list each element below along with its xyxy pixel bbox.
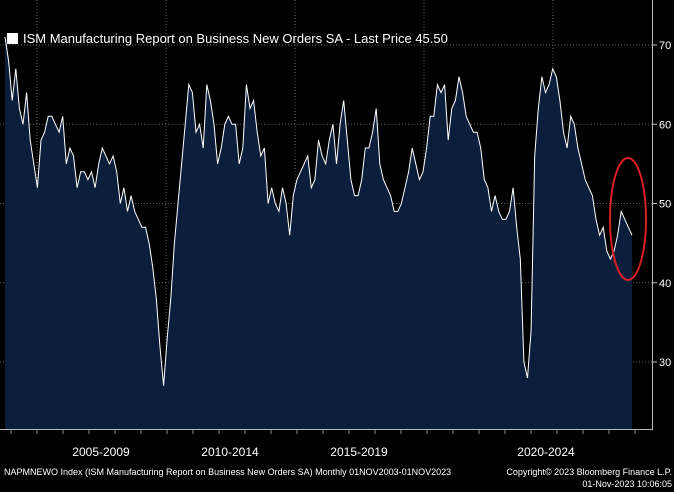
y-tick-label: 50 bbox=[659, 199, 671, 211]
x-tick-label: 2005-2009 bbox=[72, 445, 130, 459]
legend-label: ISM Manufacturing Report on Business New… bbox=[23, 31, 448, 46]
legend-swatch bbox=[7, 33, 18, 44]
y-tick-label: 30 bbox=[659, 357, 671, 369]
footer-copyright: Copyright© 2023 Bloomberg Finance L.P. bbox=[506, 467, 672, 477]
y-axis-ticks: 30 40 50 60 70 bbox=[652, 40, 671, 369]
y-tick-label: 70 bbox=[659, 40, 671, 52]
x-axis-ticks: 2005-2009 2010-2014 2015-2019 2020-2024 bbox=[10, 430, 636, 459]
footer-timestamp: 01-Nov-2023 10:06:05 bbox=[582, 479, 672, 489]
legend: ISM Manufacturing Report on Business New… bbox=[7, 31, 448, 46]
x-tick-label: 2015-2019 bbox=[330, 445, 388, 459]
series-area bbox=[5, 37, 632, 429]
series-line bbox=[4, 37, 633, 386]
footer-index-description: NAPMNEWO Index (ISM Manufacturing Report… bbox=[4, 467, 452, 477]
y-tick-label: 40 bbox=[659, 278, 671, 290]
highlight-ellipse bbox=[609, 157, 647, 281]
x-tick-label: 2020-2024 bbox=[517, 445, 575, 459]
x-tick-label: 2010-2014 bbox=[201, 445, 259, 459]
y-tick-label: 60 bbox=[659, 119, 671, 131]
